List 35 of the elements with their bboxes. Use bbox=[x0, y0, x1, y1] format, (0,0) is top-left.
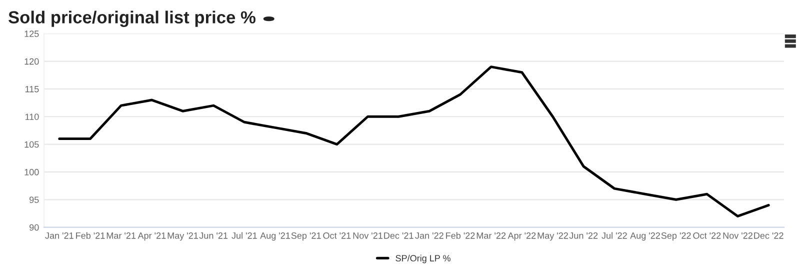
x-tick-label: Aug '22 bbox=[630, 232, 660, 241]
y-tick-label: 105 bbox=[24, 141, 39, 148]
x-tick-label: Mar '22 bbox=[476, 232, 506, 239]
x-tick-label: Dec '22 bbox=[754, 232, 784, 239]
x-tick-label: Apr '22 bbox=[508, 232, 536, 241]
x-tick-label: Jan '21 bbox=[45, 232, 74, 239]
x-tick-label: Aug '21 bbox=[260, 232, 290, 241]
x-tick-label: Jul '21 bbox=[232, 232, 257, 239]
x-tick-label: Jun '22 bbox=[569, 232, 598, 239]
line-series bbox=[58, 66, 770, 218]
x-tick-label: Mar '21 bbox=[106, 232, 136, 239]
x-tick-label: Sep '22 bbox=[661, 232, 691, 241]
x-tick-label: Feb '21 bbox=[76, 232, 105, 239]
x-tick-label: Oct '22 bbox=[693, 232, 721, 239]
x-tick-label: Feb '22 bbox=[446, 232, 475, 239]
x-tick-label: May '22 bbox=[538, 232, 568, 241]
y-tick-label: 95 bbox=[30, 196, 39, 203]
x-tick-label: Jun '21 bbox=[199, 232, 228, 239]
x-tick-label: Nov '22 bbox=[723, 232, 752, 239]
y-tick-label: 90 bbox=[30, 224, 39, 231]
y-tick-label: 110 bbox=[25, 114, 39, 120]
x-tick-label: Jan '22 bbox=[415, 232, 444, 239]
y-tick-label: 115 bbox=[25, 86, 39, 92]
legend-label: SP/Orig LP % bbox=[396, 254, 450, 264]
x-tick-label: Sep '21 bbox=[291, 232, 321, 241]
y-tick-label: 120 bbox=[24, 58, 39, 65]
x-tick-label: Apr '21 bbox=[138, 232, 166, 241]
x-tick-label: Nov '21 bbox=[353, 232, 382, 239]
x-tick-label: Jul '22 bbox=[602, 232, 627, 239]
y-tick-label: 125 bbox=[24, 30, 39, 37]
chart-title: Sold price/original list price % bbox=[8, 10, 256, 27]
x-tick-label: May '21 bbox=[168, 232, 198, 241]
y-tick-label: 100 bbox=[24, 168, 39, 176]
x-tick-label: Dec '21 bbox=[384, 232, 414, 239]
x-tick-label: Oct '21 bbox=[323, 232, 351, 239]
